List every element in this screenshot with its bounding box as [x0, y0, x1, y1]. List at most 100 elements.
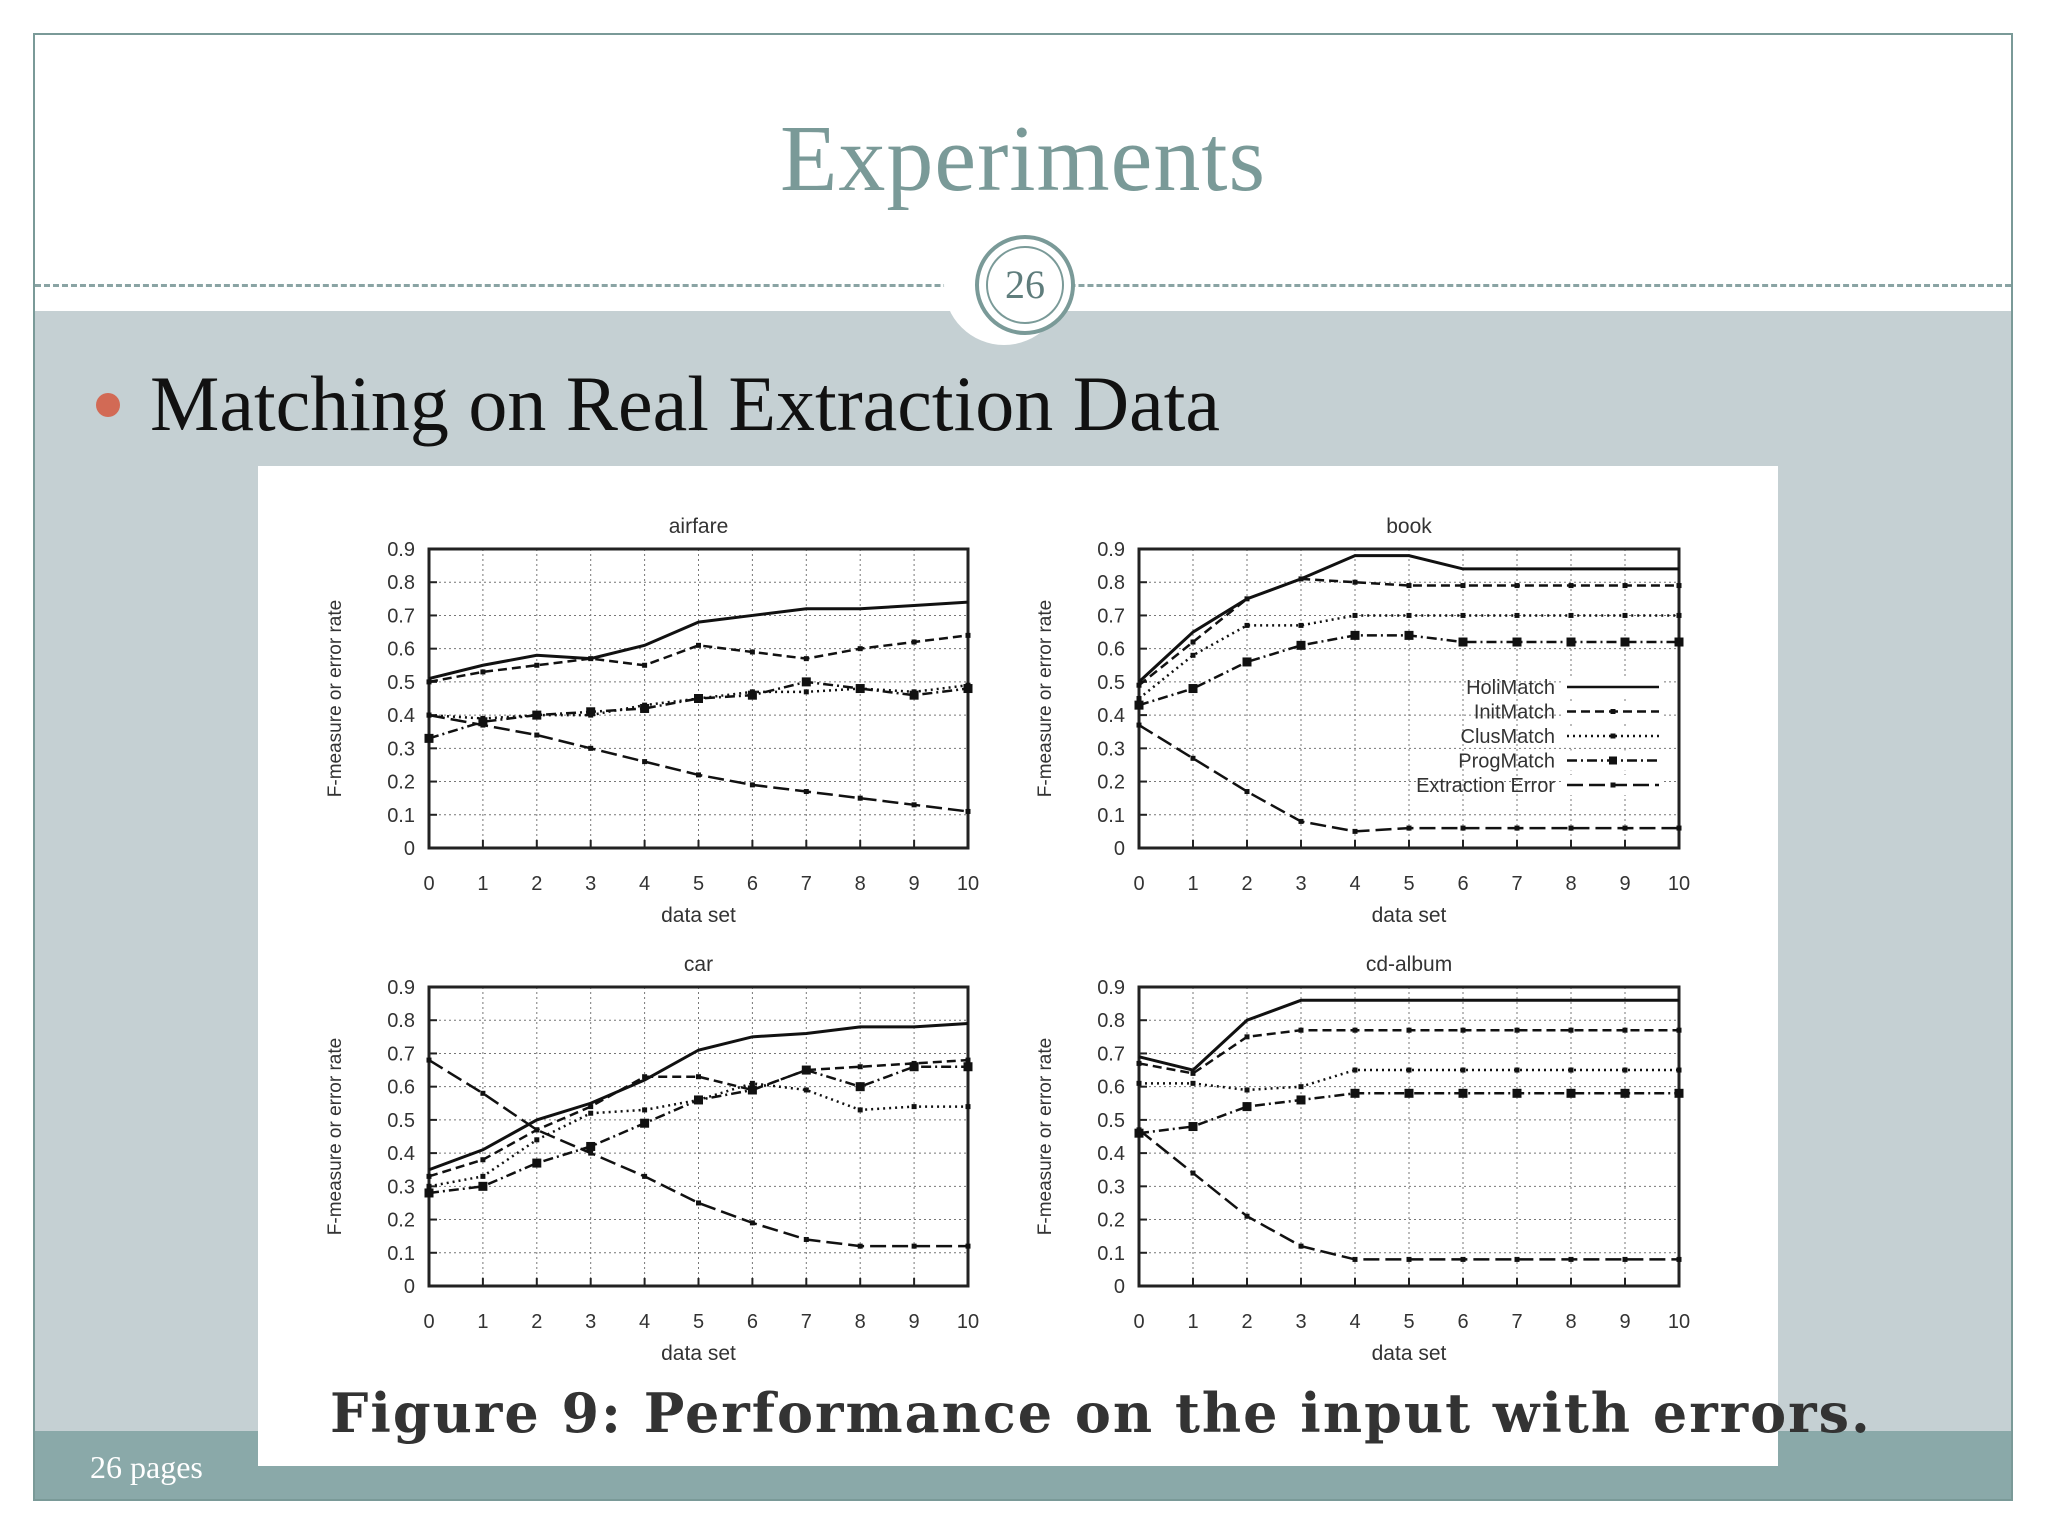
x-tick-label: 3: [585, 1311, 596, 1333]
data-point: [1298, 1243, 1304, 1249]
data-point: [1136, 1060, 1142, 1066]
x-tick-label: 2: [1241, 873, 1252, 895]
y-axis-label: F-measure or error rate: [325, 600, 346, 797]
data-point: [1568, 583, 1574, 589]
y-tick-label: 0.6: [387, 639, 415, 661]
data-point: [965, 808, 971, 814]
data-point: [1190, 639, 1196, 645]
data-point: [1620, 637, 1630, 647]
x-tick-label: 2: [531, 1311, 542, 1333]
data-point: [478, 717, 488, 727]
data-point: [1568, 1256, 1574, 1262]
data-point: [1298, 576, 1304, 582]
y-tick-label: 0.4: [387, 1143, 415, 1165]
y-tick-label: 0.7: [387, 1043, 415, 1065]
y-tick-label: 0: [404, 838, 415, 860]
data-point: [532, 710, 542, 720]
y-tick-label: 0.2: [1097, 772, 1125, 794]
y-tick-label: 0.8: [387, 1010, 415, 1032]
y-tick-label: 0: [404, 1276, 415, 1298]
y-tick-label: 0.9: [1097, 977, 1125, 999]
series-line-initmatch: [1138, 577, 1679, 687]
x-tick-label: 10: [1668, 873, 1690, 895]
x-tick-label: 4: [1349, 873, 1360, 895]
data-point: [1136, 1127, 1142, 1133]
chart-title: cd-album: [1366, 953, 1452, 976]
data-point: [426, 1057, 432, 1063]
y-tick-label: 0.3: [387, 738, 415, 760]
data-point: [1244, 1213, 1250, 1219]
x-tick-label: 0: [1133, 1311, 1144, 1333]
data-point: [747, 1085, 757, 1095]
y-tick-label: 0.5: [1097, 672, 1125, 694]
data-point: [911, 1104, 917, 1110]
data-point: [586, 1141, 596, 1151]
x-tick-label: 2: [531, 873, 542, 895]
y-tick-label: 0.3: [1097, 738, 1125, 760]
x-tick-label: 1: [1187, 1311, 1198, 1333]
data-point: [588, 656, 594, 662]
series-line-initmatch: [1138, 1028, 1679, 1075]
y-tick-label: 0.5: [1097, 1110, 1125, 1132]
data-point: [1514, 583, 1520, 589]
x-axis-label: data set: [1372, 904, 1447, 927]
y-tick-label: 0.1: [1097, 805, 1125, 827]
x-tick-label: 3: [1295, 873, 1306, 895]
x-tick-label: 10: [957, 1311, 979, 1333]
x-tick-label: 5: [693, 873, 704, 895]
data-point: [1514, 1256, 1520, 1262]
x-tick-label: 7: [801, 1311, 812, 1333]
data-point: [1622, 1067, 1628, 1073]
x-axis-label: data set: [661, 1342, 736, 1365]
legend-label: Extraction Error: [1416, 775, 1555, 797]
x-tick-label: 9: [909, 873, 920, 895]
legend-marker: [1610, 733, 1616, 739]
data-point: [747, 690, 757, 700]
data-point: [642, 1173, 648, 1179]
data-point: [1514, 1067, 1520, 1073]
data-point: [965, 1243, 971, 1249]
bullet-text: Matching on Real Extraction Data: [150, 360, 1220, 447]
y-tick-label: 0.3: [1097, 1176, 1125, 1198]
y-tick-label: 0.6: [1097, 1077, 1125, 1099]
x-tick-label: 3: [1295, 1311, 1306, 1333]
data-point: [694, 694, 703, 703]
y-tick-label: 0.5: [387, 672, 415, 694]
data-point: [1622, 1256, 1628, 1262]
chart-0: 0 0.1 0.2 0.3 0.4 0.5 0.6 0.7 0.8 0.9 0 1 2 3 4 5 6 7 8 9 10…: [325, 515, 979, 927]
data-point: [480, 669, 486, 675]
data-point: [1568, 612, 1574, 618]
data-point: [1568, 1027, 1574, 1033]
chart-title: car: [684, 953, 713, 976]
y-tick-label: 0.7: [387, 605, 415, 627]
data-point: [911, 639, 917, 645]
data-point: [480, 1173, 486, 1179]
x-tick-label: 7: [1511, 1311, 1522, 1333]
data-point: [1350, 630, 1360, 640]
x-tick-label: 1: [477, 1311, 488, 1333]
y-tick-label: 0: [1114, 838, 1125, 860]
data-point: [1674, 637, 1684, 647]
y-tick-label: 0.2: [387, 1210, 415, 1232]
x-tick-label: 9: [909, 1311, 920, 1333]
x-tick-label: 6: [747, 873, 758, 895]
data-point: [696, 772, 701, 778]
data-point: [803, 689, 809, 695]
page-title: Experiments: [779, 107, 1267, 211]
data-point: [534, 1127, 540, 1133]
y-tick-label: 0.2: [387, 772, 415, 794]
data-point: [911, 1243, 917, 1249]
data-point: [1190, 1170, 1196, 1176]
data-point: [1244, 1034, 1250, 1040]
y-tick-label: 0.9: [387, 539, 415, 561]
data-point: [426, 712, 432, 718]
y-tick-label: 0.9: [387, 977, 415, 999]
data-point: [1514, 1027, 1520, 1033]
legend-label: ClusMatch: [1461, 726, 1555, 748]
data-point: [965, 1057, 971, 1063]
data-point: [1622, 583, 1628, 589]
page-number-badge: 26: [975, 235, 1075, 335]
y-axis-label: F-measure or error rate: [1035, 600, 1056, 797]
y-tick-label: 0.2: [1097, 1210, 1125, 1232]
data-point: [1352, 1067, 1358, 1073]
